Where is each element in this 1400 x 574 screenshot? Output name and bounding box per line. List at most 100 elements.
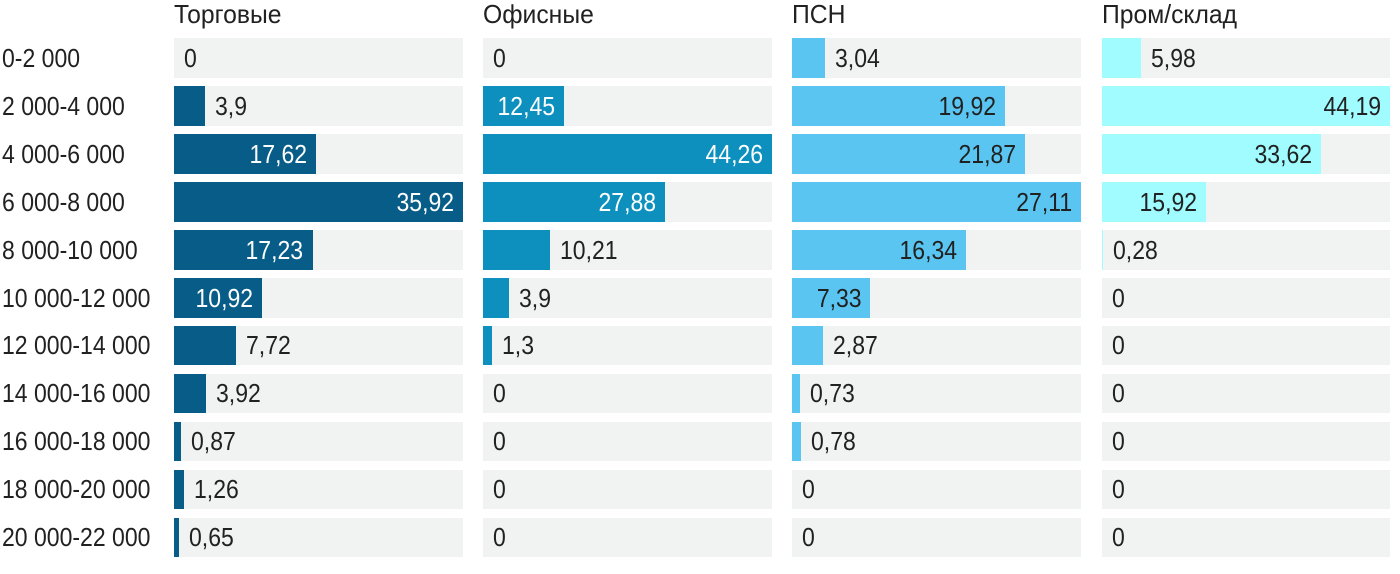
bar <box>483 182 666 222</box>
bar-track: 0 <box>483 469 772 510</box>
value-label: 2,87 <box>833 326 884 365</box>
row-label-text: 20 000-22 000 <box>2 522 151 553</box>
value-label-text: 10,92 <box>195 282 253 313</box>
value-label: 0 <box>802 470 816 509</box>
bar-track: 0 <box>174 38 463 78</box>
bar-track: 0 <box>483 517 772 558</box>
value-label-text: 2,87 <box>832 330 878 361</box>
row-label: 18 000-20 000 <box>0 470 170 509</box>
row-label-text: 8 000-10 000 <box>2 234 138 265</box>
bar <box>792 230 967 270</box>
row-label: 10 000-12 000 <box>0 278 170 317</box>
bar <box>792 134 1026 174</box>
value-label: 0 <box>493 422 507 461</box>
bar-track: 1,3 <box>483 326 772 366</box>
bar <box>174 517 180 558</box>
row-label-text: 18 000-20 000 <box>2 474 151 505</box>
value-label: 15,92 <box>1132 182 1197 221</box>
bar <box>174 374 206 414</box>
value-label: 0 <box>1112 518 1126 557</box>
value-label-text: 0 <box>1111 378 1125 409</box>
value-label: 10,21 <box>560 230 625 269</box>
row-label: 8 000-10 000 <box>0 230 155 269</box>
bar-track: 44,19 <box>1101 86 1391 126</box>
bar <box>174 326 237 366</box>
value-label: 0 <box>184 38 198 77</box>
bar <box>792 278 871 318</box>
value-label: 0,87 <box>191 422 242 461</box>
bar-track: 0,87 <box>174 422 463 462</box>
bar-track: 0 <box>1101 517 1391 558</box>
value-label: 0,73 <box>810 374 861 413</box>
value-label-text: 15,92 <box>1139 186 1197 217</box>
bar-track: 3,9 <box>483 278 772 318</box>
value-label-text: 0 <box>802 474 816 505</box>
bar <box>483 86 565 126</box>
value-label: 0 <box>1112 422 1126 461</box>
value-label-text: 0,65 <box>189 522 235 553</box>
row-label: 6 000-8 000 <box>0 182 141 221</box>
bar-track: 3,04 <box>792 38 1082 78</box>
bar <box>174 182 463 222</box>
value-label-text: 17,62 <box>249 138 307 169</box>
value-label-text: 27,88 <box>598 186 657 217</box>
value-label-text: 7,72 <box>246 330 291 361</box>
column-header-3: ПСН <box>792 0 848 29</box>
bar-track: 0 <box>483 38 772 78</box>
value-label: 35,92 <box>389 182 454 221</box>
value-label: 0 <box>1112 326 1126 365</box>
value-label: 0 <box>802 518 816 557</box>
value-label: 0,28 <box>1113 230 1164 269</box>
bar-track: 35,92 <box>174 182 463 222</box>
bar <box>483 134 772 174</box>
value-label-text: 27,11 <box>1016 186 1073 217</box>
bar-track: 12,45 <box>483 86 772 126</box>
bar-track: 0 <box>1101 278 1391 318</box>
bar <box>174 86 206 126</box>
bar <box>483 230 550 270</box>
row-label-text: 2 000-4 000 <box>2 90 125 121</box>
row-label: 4 000-6 000 <box>0 134 141 173</box>
value-label: 10,92 <box>188 278 253 317</box>
value-label: 21,87 <box>951 134 1017 173</box>
bar <box>1101 86 1391 126</box>
value-label-text: 35,92 <box>396 186 454 217</box>
value-label-text: 44,19 <box>1323 90 1382 121</box>
value-label-text: 3,04 <box>834 42 880 73</box>
value-label: 17,62 <box>242 134 307 173</box>
value-label: 3,92 <box>216 374 267 413</box>
value-label: 0 <box>493 470 507 509</box>
value-label-text: 0 <box>1111 330 1125 361</box>
bar <box>174 469 185 510</box>
value-label: 3,04 <box>835 38 886 77</box>
bar-track: 16,34 <box>792 230 1082 270</box>
value-label-text: 21,87 <box>958 138 1017 169</box>
value-label: 16,34 <box>892 230 958 269</box>
bar <box>792 374 801 414</box>
row-label: 0-2 000 <box>0 38 90 77</box>
bar-track: 21,87 <box>792 134 1082 174</box>
value-label-text: 0,87 <box>190 426 236 457</box>
bar <box>1101 134 1322 174</box>
bar-track: 17,62 <box>174 134 463 174</box>
value-label: 19,92 <box>931 86 996 125</box>
value-label: 27,11 <box>1009 182 1072 221</box>
row-label: 14 000-16 000 <box>0 374 170 413</box>
bar <box>174 278 262 318</box>
bar-track: 0 <box>483 422 772 462</box>
value-label: 0 <box>493 374 507 413</box>
value-label-text: 17,23 <box>245 234 304 265</box>
bar-track: 10,21 <box>483 230 772 270</box>
bar-track: 3,92 <box>174 374 463 414</box>
row-label-text: 12 000-14 000 <box>2 330 151 361</box>
bar-track: 2,87 <box>792 326 1082 366</box>
column-header-label: ПСН <box>792 0 846 29</box>
value-label: 3,9 <box>519 278 555 317</box>
bar-track: 3,9 <box>174 86 463 126</box>
bar-track: 10,92 <box>174 278 463 318</box>
bar-track: 0,78 <box>792 422 1082 462</box>
bar-track: 1,26 <box>174 469 463 510</box>
column-header-2: Офисные <box>483 0 600 29</box>
value-label-text: 19,92 <box>937 90 996 121</box>
